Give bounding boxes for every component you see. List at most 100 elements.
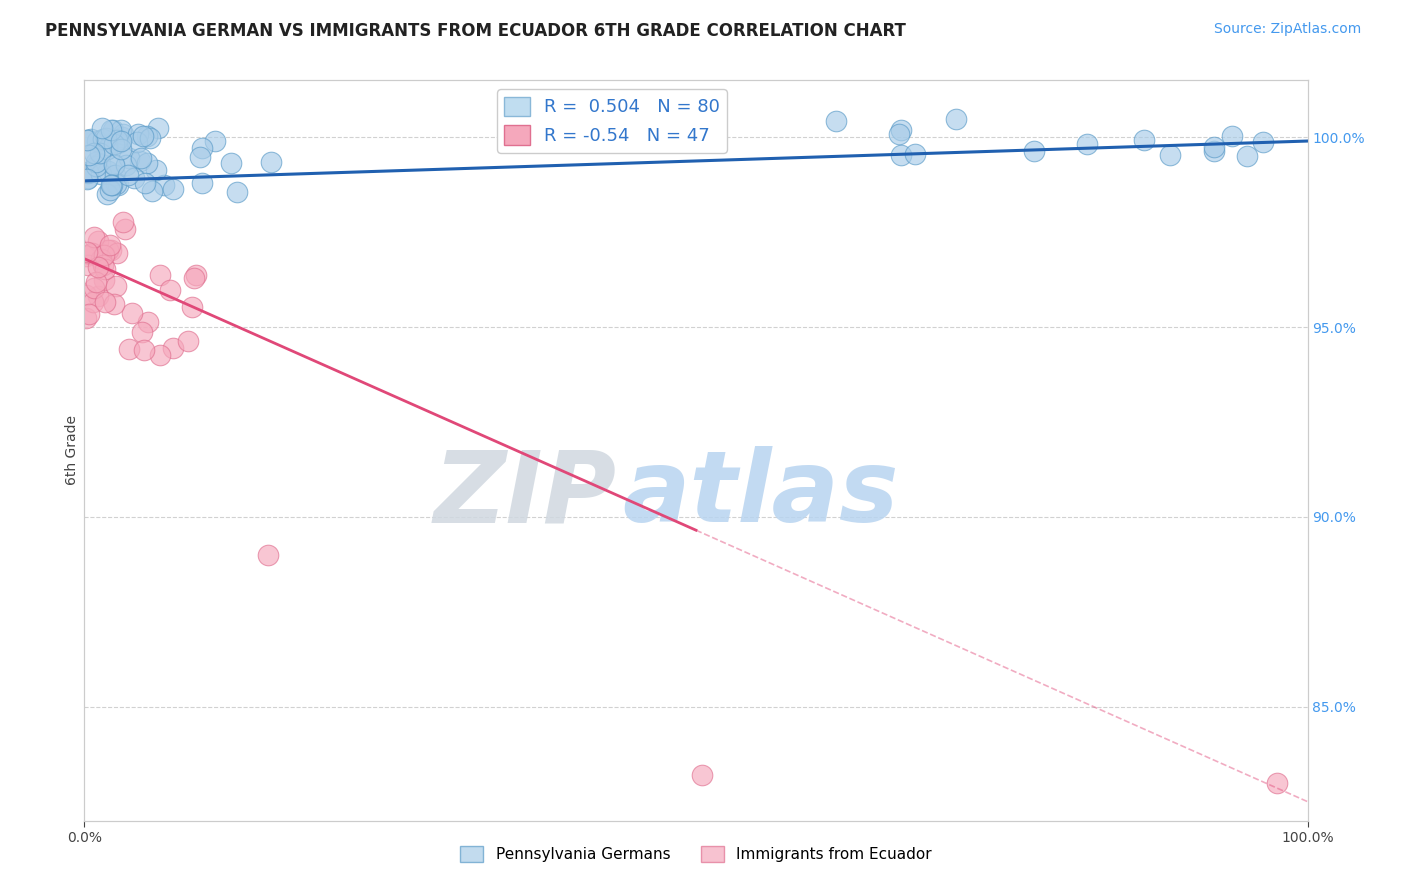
Point: [1202, 144, 1225, 158]
Point: [1220, 129, 1243, 144]
Point: [127, 128, 149, 142]
Point: [162, 342, 184, 356]
Point: [145, 162, 167, 177]
Point: [94, 131, 117, 145]
Point: [96, 186, 118, 201]
Point: [91, 131, 114, 145]
Point: [204, 134, 226, 148]
Point: [148, 121, 170, 136]
Point: [131, 128, 153, 143]
Point: [77, 148, 100, 162]
Point: [75, 249, 97, 263]
Text: PENNSYLVANIA GERMAN VS IMMIGRANTS FROM ECUADOR 6TH GRADE CORRELATION CHART: PENNSYLVANIA GERMAN VS IMMIGRANTS FROM E…: [45, 22, 905, 40]
Point: [80, 132, 103, 146]
Point: [115, 158, 138, 172]
Point: [84, 154, 107, 169]
Point: [100, 178, 122, 193]
Point: [105, 177, 128, 191]
Point: [1265, 775, 1288, 789]
Point: [107, 136, 129, 151]
Text: Source: ZipAtlas.com: Source: ZipAtlas.com: [1213, 22, 1361, 37]
Point: [105, 246, 128, 260]
Point: [94, 295, 117, 310]
Point: [98, 238, 121, 252]
Point: [103, 297, 125, 311]
Point: [100, 243, 122, 257]
Point: [90, 252, 112, 267]
Point: [135, 155, 157, 169]
Point: [76, 259, 98, 273]
Point: [90, 167, 112, 181]
Point: [100, 123, 122, 137]
Point: [1024, 144, 1046, 158]
Point: [139, 130, 162, 145]
Point: [96, 243, 118, 257]
Y-axis label: 6th Grade: 6th Grade: [65, 416, 79, 485]
Point: [153, 178, 176, 192]
Point: [79, 247, 101, 261]
Point: [177, 334, 200, 348]
Point: [219, 155, 242, 169]
Point: [136, 129, 159, 144]
Point: [159, 283, 181, 297]
Point: [112, 127, 135, 141]
Point: [118, 152, 141, 166]
Point: [104, 169, 127, 183]
Point: [136, 315, 159, 329]
Point: [91, 120, 114, 135]
Point: [257, 548, 280, 562]
Point: [131, 325, 153, 339]
Point: [118, 342, 141, 356]
Point: [141, 185, 163, 199]
Point: [129, 151, 152, 165]
Point: [890, 147, 912, 161]
Point: [75, 288, 97, 302]
Point: [260, 155, 283, 169]
Point: [75, 310, 97, 325]
Point: [93, 261, 115, 276]
Point: [84, 159, 107, 173]
Point: [1251, 136, 1274, 150]
Point: [103, 158, 125, 172]
Point: [104, 278, 127, 293]
Point: [114, 221, 136, 235]
Point: [76, 133, 98, 147]
Point: [1202, 140, 1225, 154]
Text: atlas: atlas: [623, 446, 898, 543]
Point: [110, 142, 132, 156]
Point: [887, 127, 910, 141]
Point: [91, 259, 114, 273]
Point: [84, 275, 107, 289]
Point: [121, 306, 143, 320]
Point: [132, 343, 155, 358]
Point: [89, 146, 111, 161]
Point: [183, 271, 205, 285]
Point: [180, 300, 202, 314]
Point: [149, 347, 172, 361]
Point: [110, 134, 132, 148]
Point: [690, 768, 713, 782]
Point: [82, 294, 104, 309]
Point: [191, 176, 214, 190]
Point: [1132, 133, 1154, 147]
Point: [80, 245, 103, 260]
Point: [112, 215, 135, 229]
Point: [107, 178, 129, 193]
Point: [149, 268, 172, 283]
Point: [945, 112, 967, 126]
Point: [87, 289, 110, 303]
Point: [83, 281, 105, 295]
Point: [100, 183, 122, 197]
Point: [890, 122, 912, 136]
Point: [87, 235, 110, 249]
Point: [225, 185, 247, 199]
Point: [96, 138, 118, 153]
Point: [77, 166, 100, 180]
Point: [87, 260, 110, 274]
Text: ZIP: ZIP: [433, 446, 616, 543]
Point: [103, 137, 125, 152]
Point: [103, 156, 125, 170]
Point: [93, 248, 115, 262]
Point: [83, 145, 105, 160]
Point: [105, 133, 128, 147]
